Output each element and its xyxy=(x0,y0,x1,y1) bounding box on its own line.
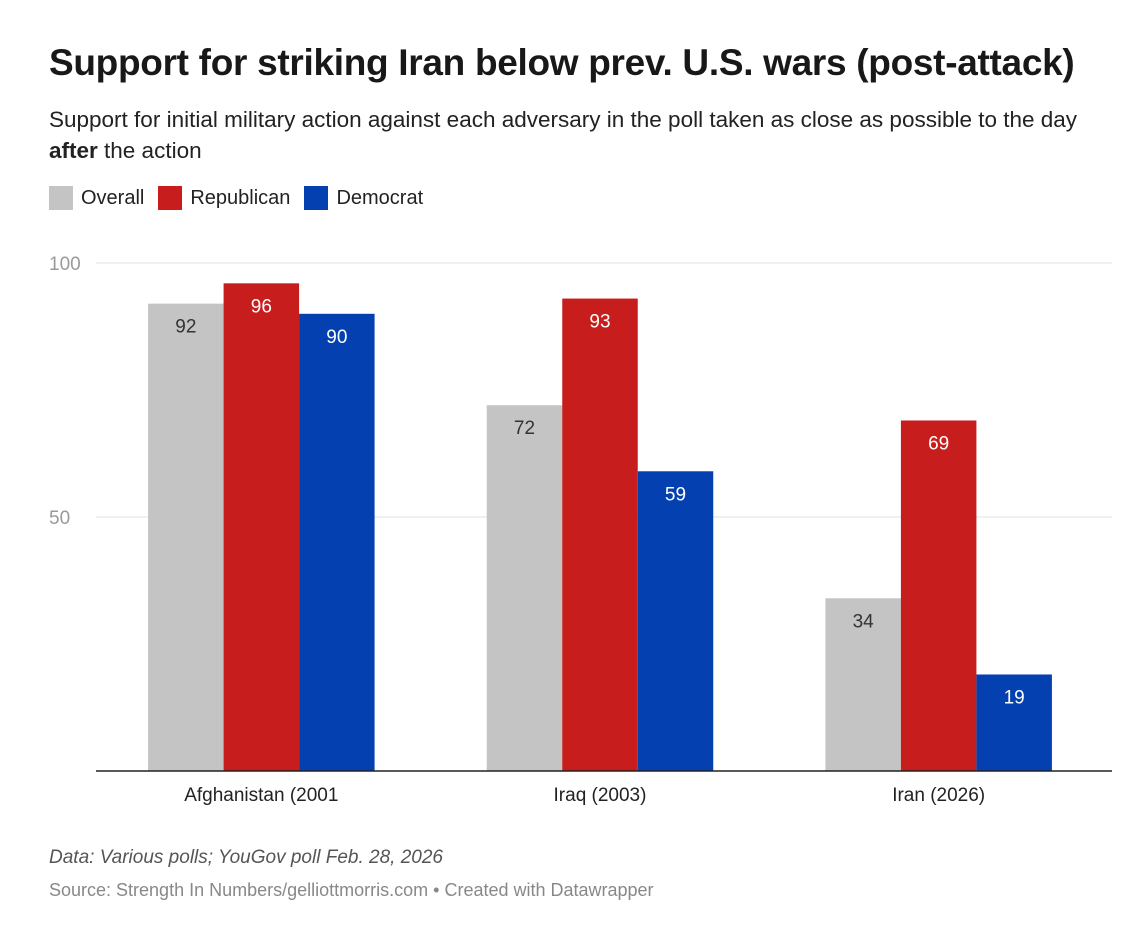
y-tick-label: 100 xyxy=(49,254,81,275)
legend-swatch xyxy=(304,186,329,210)
data-label: 69 xyxy=(928,433,949,454)
chart-title: Support for striking Iran below prev. U.… xyxy=(49,42,1075,83)
legend-item-republican: Republican xyxy=(158,186,290,210)
bar-overall xyxy=(825,598,901,771)
legend: Overall Republican Democrat xyxy=(49,186,423,210)
data-note: Data: Various polls; YouGov poll Feb. 28… xyxy=(49,847,443,868)
data-label: 72 xyxy=(514,418,535,439)
bar-overall xyxy=(486,405,563,771)
legend-label: Overall xyxy=(81,186,145,209)
bar-democrat xyxy=(299,313,375,771)
source-note: Source: Strength In Numbers/gelliottmorr… xyxy=(49,880,654,900)
x-category-label: Iran (2026) xyxy=(892,785,985,806)
bar-republican xyxy=(900,420,977,771)
bar-republican xyxy=(223,283,300,771)
data-label: 19 xyxy=(1004,687,1025,708)
legend-swatch xyxy=(158,186,183,210)
subtitle-text-end: the action xyxy=(97,138,202,163)
legend-label: Republican xyxy=(190,186,291,209)
bar-overall xyxy=(148,303,224,771)
legend-item-overall: Overall xyxy=(49,186,144,210)
data-label: 34 xyxy=(853,611,875,632)
legend-item-democrat: Democrat xyxy=(304,186,423,210)
chart-subtitle: Support for initial military action agai… xyxy=(49,104,1129,166)
data-label: 90 xyxy=(326,327,347,348)
subtitle-text: Support for initial military action agai… xyxy=(49,107,1078,132)
data-label: 96 xyxy=(251,296,272,317)
legend-swatch xyxy=(49,186,73,210)
x-category-label: Afghanistan (2001 xyxy=(184,785,338,806)
bar-democrat xyxy=(637,471,714,771)
bar-republican xyxy=(562,298,638,771)
data-label: 93 xyxy=(589,312,610,333)
y-tick-label: 50 xyxy=(49,508,70,529)
data-label: 92 xyxy=(175,317,196,338)
x-category-label: Iraq (2003) xyxy=(554,785,647,806)
bar-democrat xyxy=(976,674,1052,771)
subtitle-emphasis: after xyxy=(49,138,98,163)
legend-label: Democrat xyxy=(336,186,424,209)
data-label: 59 xyxy=(665,484,686,505)
